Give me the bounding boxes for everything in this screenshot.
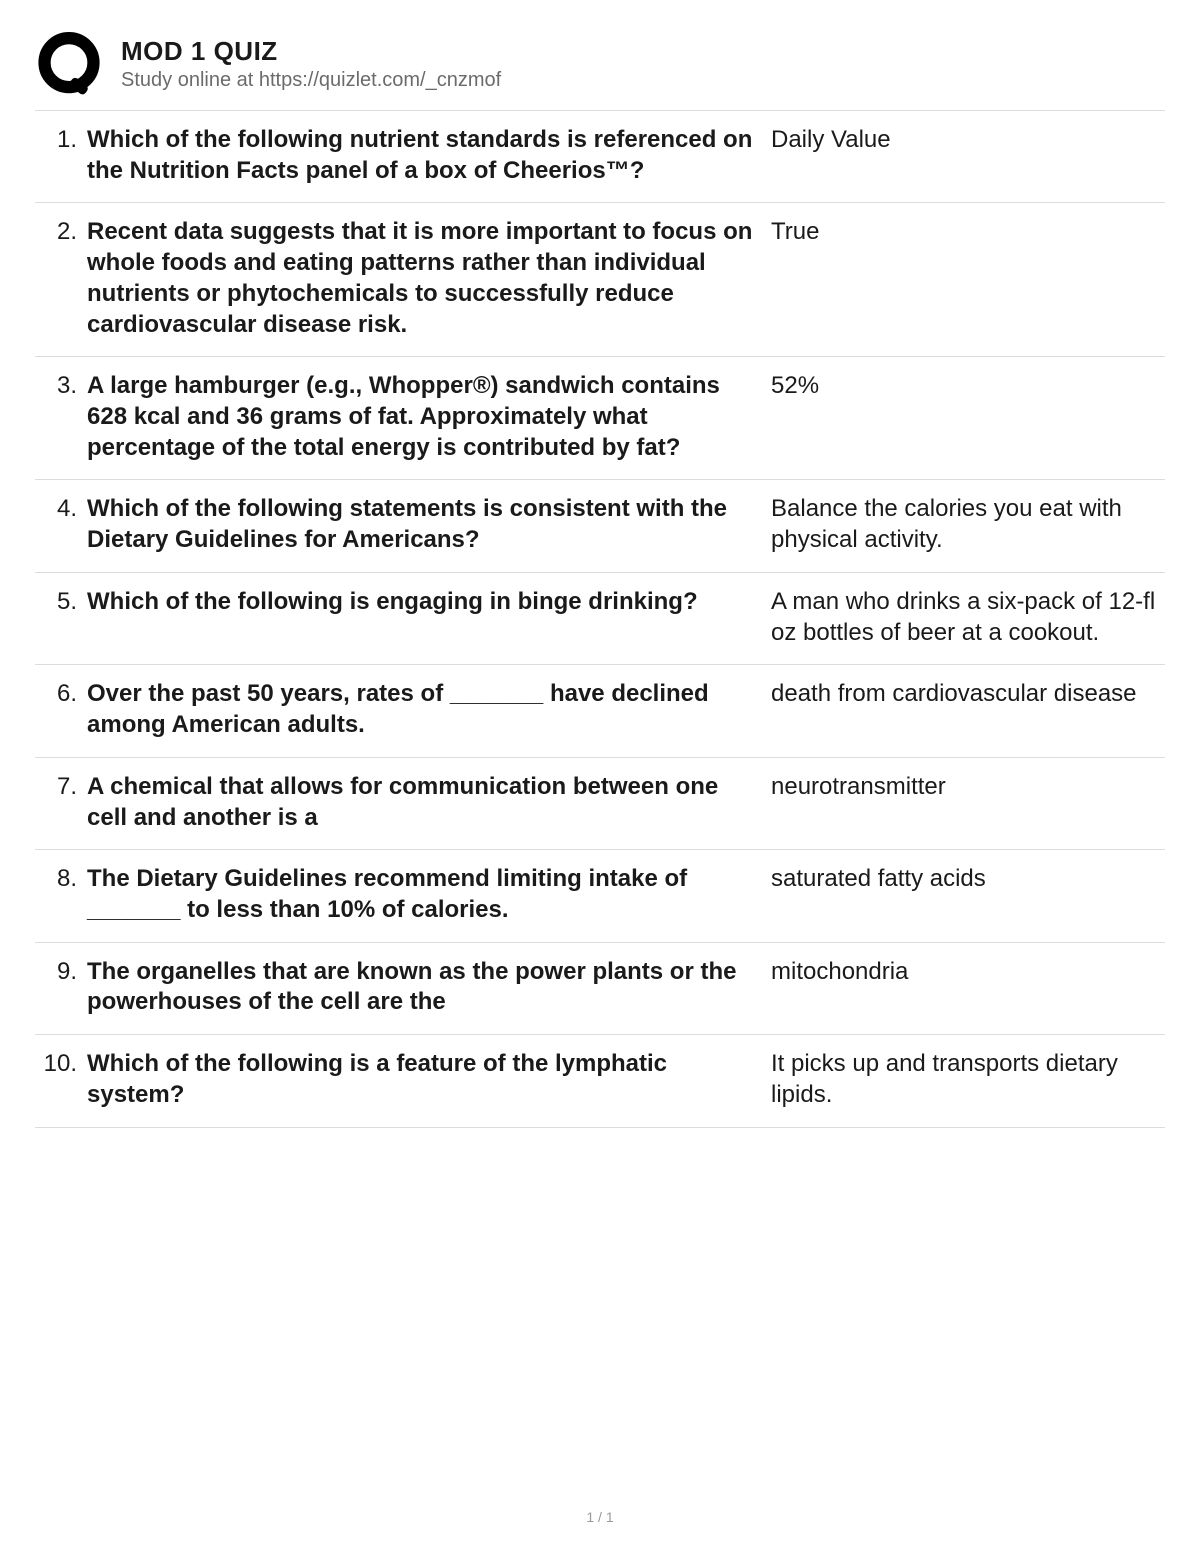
question-text: A large hamburger (e.g., Whopper®) sandw… [87,357,767,480]
page-number: 1 / 1 [0,1509,1200,1525]
table-row: 7.A chemical that allows for communicati… [35,757,1165,849]
question-text: The organelles that are known as the pow… [87,942,767,1034]
table-row: 6.Over the past 50 years, rates of _____… [35,665,1165,757]
row-number: 9. [35,942,87,1034]
row-number: 6. [35,665,87,757]
table-row: 3.A large hamburger (e.g., Whopper®) san… [35,357,1165,480]
answer-text: death from cardiovascular disease [767,665,1165,757]
answer-text: neurotransmitter [767,757,1165,849]
table-row: 1.Which of the following nutrient standa… [35,111,1165,203]
answer-text: mitochondria [767,942,1165,1034]
page-title: MOD 1 QUIZ [121,36,501,67]
row-number: 1. [35,111,87,203]
question-text: Recent data suggests that it is more imp… [87,203,767,357]
row-number: 8. [35,850,87,942]
answer-text: Balance the calories you eat with physic… [767,480,1165,572]
question-text: The Dietary Guidelines recommend limitin… [87,850,767,942]
question-text: A chemical that allows for communication… [87,757,767,849]
quizlet-logo-icon [35,30,103,98]
answer-text: True [767,203,1165,357]
table-row: 10.Which of the following is a feature o… [35,1035,1165,1127]
row-number: 4. [35,480,87,572]
table-row: 2.Recent data suggests that it is more i… [35,203,1165,357]
table-row: 8.The Dietary Guidelines recommend limit… [35,850,1165,942]
quiz-table: 1.Which of the following nutrient standa… [35,110,1165,1128]
answer-text: 52% [767,357,1165,480]
question-text: Which of the following statements is con… [87,480,767,572]
question-text: Over the past 50 years, rates of _______… [87,665,767,757]
row-number: 10. [35,1035,87,1127]
table-row: 4.Which of the following statements is c… [35,480,1165,572]
answer-text: saturated fatty acids [767,850,1165,942]
question-text: Which of the following is a feature of t… [87,1035,767,1127]
row-number: 5. [35,572,87,664]
row-number: 7. [35,757,87,849]
table-row: 5.Which of the following is engaging in … [35,572,1165,664]
row-number: 3. [35,357,87,480]
answer-text: A man who drinks a six-pack of 12-fl oz … [767,572,1165,664]
page-subtitle: Study online at https://quizlet.com/_cnz… [121,69,501,92]
table-row: 9.The organelles that are known as the p… [35,942,1165,1034]
answer-text: It picks up and transports dietary lipid… [767,1035,1165,1127]
answer-text: Daily Value [767,111,1165,203]
question-text: Which of the following nutrient standard… [87,111,767,203]
question-text: Which of the following is engaging in bi… [87,572,767,664]
row-number: 2. [35,203,87,357]
page-header: MOD 1 QUIZ Study online at https://quizl… [35,30,1165,98]
header-text: MOD 1 QUIZ Study online at https://quizl… [121,30,501,92]
